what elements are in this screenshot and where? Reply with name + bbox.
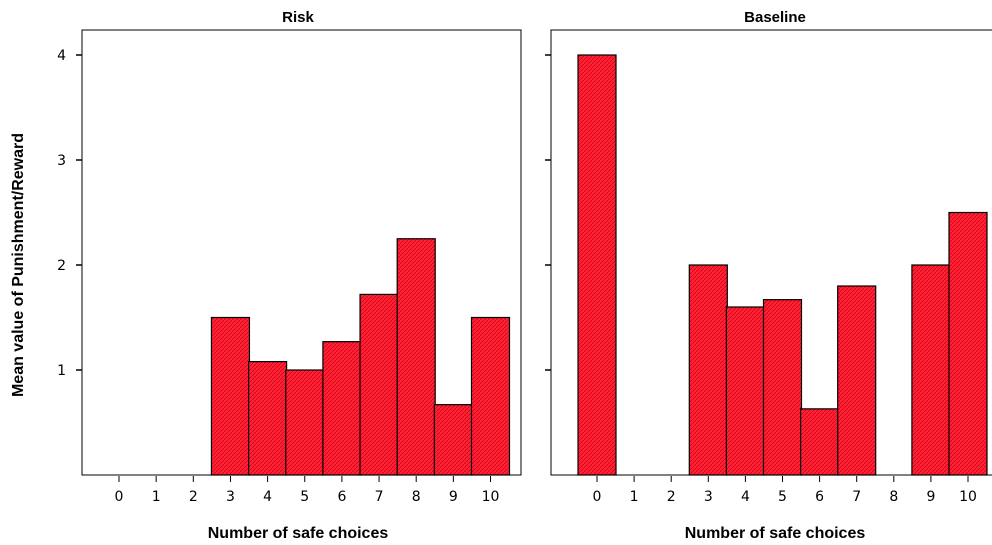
bar [470,316,511,476]
x-tick-label: 7 [375,489,384,505]
panel-baseline: Baseline 0 1 2 3 4 5 6 7 8 9 10 Number of safe cho… [545,9,992,542]
x-tick-label: 10 [482,489,500,505]
x-tick-label: 1 [630,489,639,505]
x-tick-label: 4 [263,489,272,505]
x-tick-label: 9 [449,489,458,505]
x-tick-label: 0 [593,489,602,505]
bar [837,285,877,476]
bar [248,361,288,476]
x-axis-title-baseline: Number of safe choices [685,525,866,542]
bar [396,238,436,476]
x-tick-label: 6 [815,489,824,505]
y-axis-title: Mean value of Punishment/Reward [10,133,27,397]
x-tick-label: 3 [704,489,713,505]
bar [911,264,951,476]
x-tick-label: 10 [959,489,977,505]
panel-title-risk: Risk [282,9,314,26]
x-tick-label: 1 [152,489,161,505]
y-tick-label: 3 [57,153,66,169]
x-tick-label: 9 [926,489,935,505]
y-axis-risk: 1 2 3 4 [57,48,82,379]
y-axis-baseline [545,54,551,371]
x-tick-label: 0 [115,489,124,505]
x-tick-label: 4 [741,489,750,505]
x-tick-label: 7 [852,489,861,505]
x-tick-label: 6 [337,489,346,505]
panel-risk: Risk 1 2 3 4 0 1 2 3 4 5 6 7 8 9 10 Number of safe ch… [57,9,522,542]
x-tick-label: 3 [226,489,235,505]
x-tick-label: 5 [778,489,787,505]
bar [322,341,362,476]
x-axis-title-risk: Number of safe choices [208,525,389,542]
panel-title-baseline: Baseline [744,9,806,26]
bars-risk [210,238,511,476]
bar [762,299,803,476]
bars-baseline [577,54,988,476]
y-tick-label: 4 [57,48,66,64]
bar [433,404,473,476]
bar [359,293,399,476]
x-axis-risk: 0 1 2 3 4 5 6 7 8 9 10 [115,476,500,505]
x-axis-baseline: 0 1 2 3 4 5 6 7 8 9 10 [593,476,977,505]
y-tick-label: 2 [57,258,66,274]
x-tick-label: 2 [189,489,198,505]
bar [285,369,325,476]
bar [725,306,766,476]
x-tick-label: 8 [889,489,898,505]
bar [799,408,840,476]
bar [577,54,617,476]
x-tick-label: 8 [412,489,421,505]
x-tick-label: 5 [300,489,309,505]
bar [210,316,251,476]
y-tick-label: 1 [57,363,66,379]
bar [688,264,728,476]
bar [948,211,988,476]
x-tick-label: 2 [667,489,676,505]
